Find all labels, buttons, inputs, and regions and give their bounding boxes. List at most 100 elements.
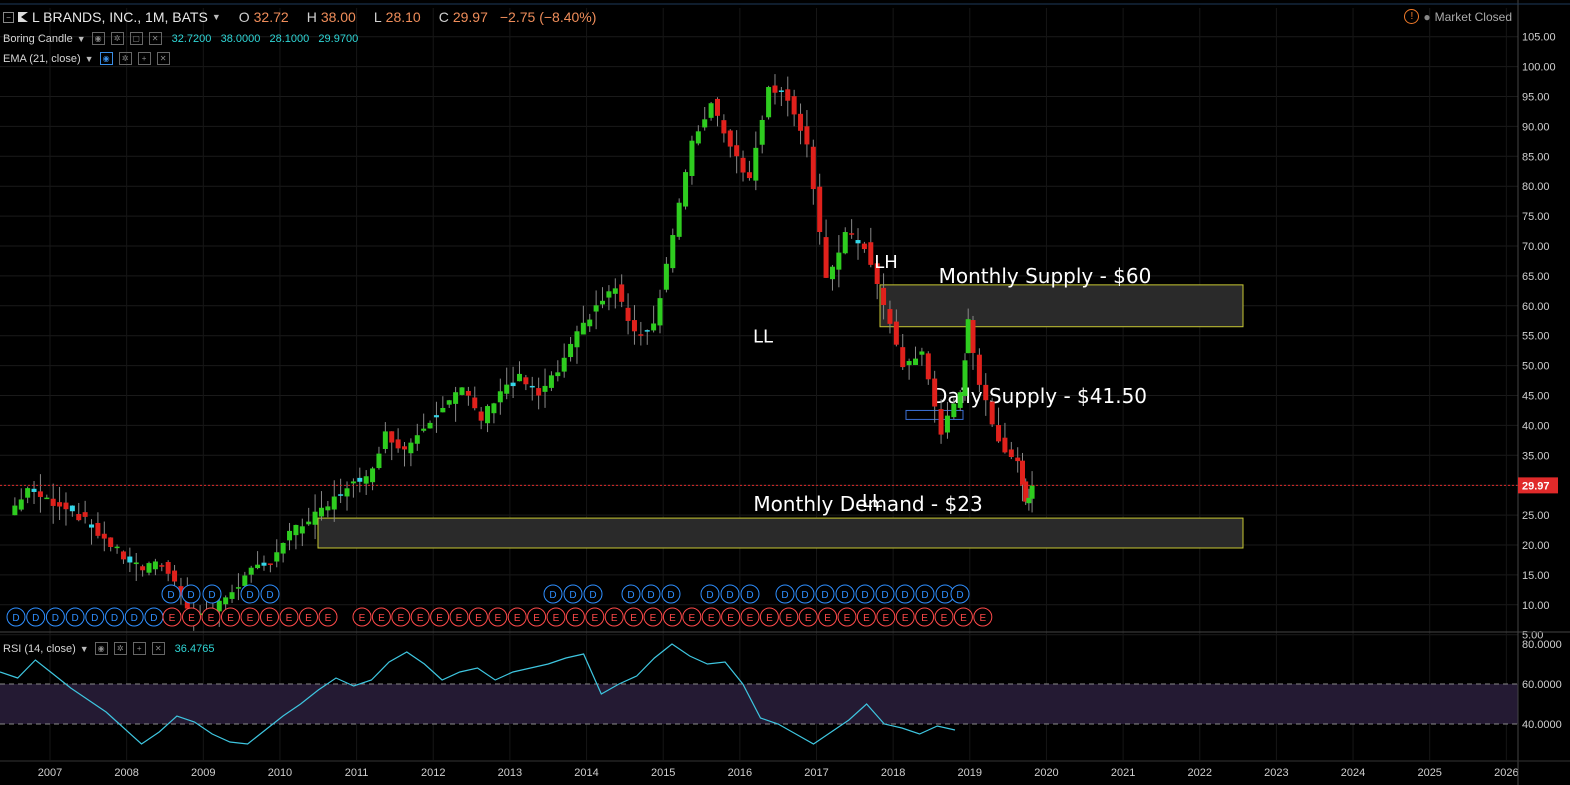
candle-body bbox=[350, 481, 356, 484]
earnings-marker bbox=[643, 607, 663, 627]
gear-icon[interactable]: ✲ bbox=[110, 32, 124, 45]
earnings-marker bbox=[546, 607, 566, 627]
x-tick-label: 2021 bbox=[1111, 767, 1135, 779]
y-tick-label: 65.00 bbox=[1522, 271, 1550, 283]
source-icon[interactable]: ▢ bbox=[129, 32, 143, 45]
x-tick-label: 2020 bbox=[1034, 767, 1058, 779]
indicator-ema[interactable]: EMA (21, close) ▼ ◉ ✲ + ✕ bbox=[3, 52, 170, 65]
earnings-marker bbox=[662, 607, 682, 627]
add-icon[interactable]: + bbox=[137, 52, 151, 65]
pattern-label: LL bbox=[862, 491, 882, 512]
candle-body bbox=[50, 498, 56, 506]
candle-body bbox=[421, 428, 427, 431]
earnings-marker bbox=[507, 607, 527, 627]
candle-body bbox=[497, 391, 503, 403]
eye-icon[interactable]: ◉ bbox=[91, 32, 105, 45]
earnings-marker bbox=[604, 607, 624, 627]
close-icon[interactable]: ✕ bbox=[156, 52, 170, 65]
chevron-down-icon[interactable]: ▼ bbox=[211, 12, 221, 22]
add-icon[interactable]: + bbox=[132, 642, 146, 655]
candle-body bbox=[178, 586, 184, 596]
earnings-marker bbox=[585, 607, 605, 627]
close-icon[interactable]: ✕ bbox=[148, 32, 162, 45]
earnings-marker bbox=[973, 607, 993, 627]
dividend-marker bbox=[563, 584, 583, 604]
symbol-title[interactable]: L BRANDS, INC., 1M, BATS bbox=[32, 9, 208, 25]
candle-body bbox=[976, 354, 982, 385]
candle-body bbox=[734, 145, 740, 157]
y-tick-label: 15.00 bbox=[1522, 570, 1550, 582]
warning-icon[interactable]: ! bbox=[1404, 9, 1420, 24]
earnings-marker bbox=[682, 607, 702, 627]
dividend-marker bbox=[202, 584, 222, 604]
candle-body bbox=[740, 157, 746, 173]
chevron-down-icon[interactable]: ▼ bbox=[76, 33, 86, 44]
x-tick-label: 2024 bbox=[1341, 767, 1365, 779]
rsi-grid bbox=[0, 683, 1518, 725]
candle-body bbox=[657, 298, 663, 326]
earnings-marker bbox=[352, 607, 372, 627]
earnings-marker bbox=[934, 607, 954, 627]
candle-body bbox=[114, 546, 120, 549]
earnings-marker-label: E bbox=[553, 613, 560, 624]
event-markers-layer: D D D D D D D DD D D D D D D D D D D D D D D D D D D D D D D DE E E E E E E E… bbox=[6, 584, 993, 627]
y-tick-label: 5.00 bbox=[1522, 630, 1543, 642]
indicator-rsi[interactable]: RSI (14, close) ▼ ◉ ✲ + ✕ 36.4765 bbox=[3, 642, 214, 655]
eye-icon[interactable]: ◉ bbox=[94, 642, 108, 655]
candle-body bbox=[318, 507, 324, 517]
indicator-name[interactable]: EMA (21, close) bbox=[3, 52, 81, 65]
y-tick-label: 85.00 bbox=[1522, 151, 1550, 163]
candle-body bbox=[1019, 460, 1025, 485]
dividend-marker-label: D bbox=[627, 590, 634, 601]
indicator-boring-candle[interactable]: Boring Candle ▼ ◉ ✲ ▢ ✕ 32.7200 38.0000 28.… bbox=[3, 32, 358, 45]
gear-icon[interactable]: ✲ bbox=[118, 52, 132, 65]
ohlc-open-key: O bbox=[238, 9, 250, 25]
candle-body bbox=[823, 237, 829, 278]
candle-body bbox=[580, 322, 586, 335]
candle-body bbox=[152, 561, 158, 570]
earnings-marker-label: E bbox=[436, 613, 443, 624]
candle-body bbox=[312, 511, 318, 525]
earnings-marker-label: E bbox=[378, 613, 385, 624]
dividend-marker-label: D bbox=[861, 590, 868, 601]
candle-body bbox=[944, 415, 950, 433]
close-icon[interactable]: ✕ bbox=[151, 642, 165, 655]
x-tick-label: 2022 bbox=[1188, 767, 1212, 779]
earnings-marker-label: E bbox=[979, 613, 986, 624]
earnings-marker bbox=[488, 607, 508, 627]
earnings-marker-label: E bbox=[305, 613, 312, 624]
symbol-logo-icon bbox=[18, 12, 28, 22]
candle-body bbox=[906, 361, 912, 366]
candle-body bbox=[810, 146, 816, 190]
candle-body bbox=[82, 512, 88, 517]
candle-body bbox=[529, 385, 535, 388]
candle-body bbox=[798, 113, 804, 131]
candle-body bbox=[414, 435, 420, 444]
collapse-icon[interactable]: − bbox=[3, 11, 14, 23]
y-tick-label: 35.00 bbox=[1522, 450, 1550, 462]
dividend-marker bbox=[161, 584, 181, 604]
gear-icon[interactable]: ✲ bbox=[113, 642, 127, 655]
earnings-marker bbox=[837, 607, 857, 627]
indicator-name[interactable]: RSI (14, close) bbox=[3, 642, 76, 655]
y-tick-label: 20.00 bbox=[1522, 540, 1550, 552]
chevron-down-icon[interactable]: ▼ bbox=[84, 53, 94, 64]
candle-body bbox=[855, 240, 861, 244]
candle-body bbox=[357, 477, 363, 482]
candle-body bbox=[216, 600, 222, 612]
candle-body bbox=[127, 556, 133, 563]
candle-body bbox=[962, 360, 968, 397]
rsi-layer bbox=[0, 643, 956, 745]
earnings-marker bbox=[527, 607, 547, 627]
earnings-marker bbox=[915, 607, 935, 627]
earnings-marker bbox=[565, 607, 585, 627]
earnings-marker-label: E bbox=[805, 613, 812, 624]
eye-icon[interactable]: ◉ bbox=[99, 52, 113, 65]
market-status-label: Market Closed bbox=[1434, 9, 1512, 24]
candle-body bbox=[925, 353, 931, 380]
candle-body bbox=[408, 442, 414, 454]
indicator-name[interactable]: Boring Candle bbox=[3, 32, 73, 45]
chevron-down-icon[interactable]: ▼ bbox=[79, 643, 89, 654]
earnings-marker bbox=[162, 607, 182, 627]
